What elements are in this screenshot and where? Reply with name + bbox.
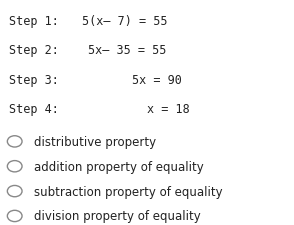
- Text: 5x– 35 = 55: 5x– 35 = 55: [88, 44, 167, 57]
- Text: division property of equality: division property of equality: [34, 209, 201, 223]
- Text: 5(x– 7) = 55: 5(x– 7) = 55: [82, 15, 168, 28]
- Text: Step 2:: Step 2:: [9, 44, 59, 57]
- Text: distributive property: distributive property: [34, 135, 156, 148]
- Text: addition property of equality: addition property of equality: [34, 160, 203, 173]
- Text: Step 4:: Step 4:: [9, 103, 59, 116]
- Text: x = 18: x = 18: [147, 103, 190, 116]
- Text: 5x = 90: 5x = 90: [132, 73, 182, 86]
- Text: Step 1:: Step 1:: [9, 15, 59, 28]
- Text: subtraction property of equality: subtraction property of equality: [34, 185, 223, 198]
- Text: Step 3:: Step 3:: [9, 73, 59, 86]
